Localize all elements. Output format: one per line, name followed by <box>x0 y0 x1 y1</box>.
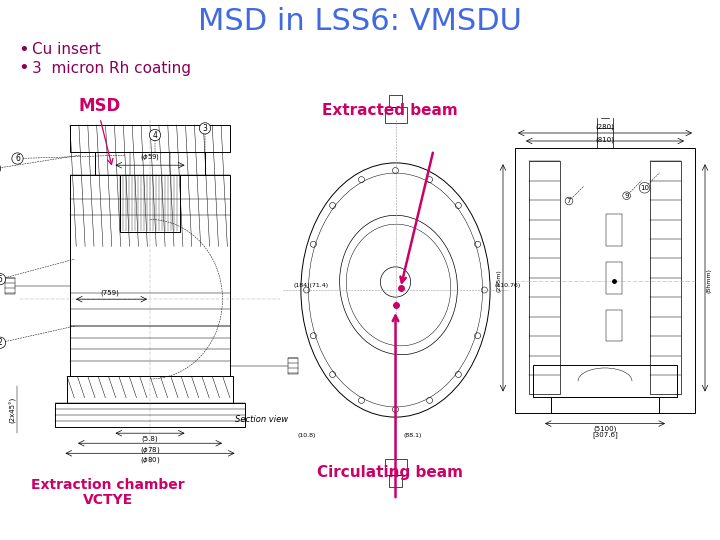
Bar <box>287 358 297 374</box>
Text: [307.6]: [307.6] <box>592 431 618 437</box>
Bar <box>551 397 659 413</box>
Bar <box>606 309 622 341</box>
Text: ($\phi$78): ($\phi$78) <box>140 446 161 455</box>
Text: (759): (759) <box>101 289 120 296</box>
Text: (2x45°): (2x45°) <box>9 396 17 423</box>
Text: (184)(71.4): (184)(71.4) <box>293 283 328 288</box>
Text: •: • <box>18 41 29 59</box>
Text: ($\phi$80): ($\phi$80) <box>140 455 161 465</box>
Text: Extracted beam: Extracted beam <box>322 103 458 118</box>
Bar <box>55 403 245 427</box>
Text: 9: 9 <box>624 193 629 199</box>
Text: 2: 2 <box>0 338 2 347</box>
Bar <box>533 365 677 397</box>
Bar <box>650 161 680 394</box>
Text: 4: 4 <box>153 131 158 139</box>
Bar <box>120 176 180 232</box>
Text: 3  micron Rh coating: 3 micron Rh coating <box>32 60 191 76</box>
Text: (110.76): (110.76) <box>494 283 521 288</box>
Bar <box>606 214 622 246</box>
Bar <box>5 278 15 294</box>
Text: 7: 7 <box>567 198 571 204</box>
Text: MSD: MSD <box>79 97 121 115</box>
Bar <box>515 148 695 413</box>
Bar <box>606 262 622 294</box>
Text: 5: 5 <box>0 275 2 284</box>
Text: VCTYE: VCTYE <box>83 493 133 507</box>
Bar <box>389 95 402 107</box>
Text: 10: 10 <box>640 185 649 191</box>
Text: Extraction chamber: Extraction chamber <box>31 478 185 492</box>
Bar <box>70 176 230 376</box>
Text: (88.1): (88.1) <box>403 433 422 438</box>
Text: ($\phi$59): ($\phi$59) <box>140 152 160 162</box>
Bar <box>70 125 230 152</box>
Bar <box>389 475 402 487</box>
Bar <box>95 152 205 176</box>
Text: Section view: Section view <box>235 415 288 424</box>
Text: (5100): (5100) <box>593 426 617 432</box>
Text: (280): (280) <box>595 124 614 130</box>
Text: 3: 3 <box>202 124 207 133</box>
Text: MSD in LSS6: VMSDU: MSD in LSS6: VMSDU <box>198 8 522 37</box>
Bar <box>67 376 233 403</box>
Bar <box>384 459 407 475</box>
Text: 6: 6 <box>15 154 20 163</box>
Text: Circulating beam: Circulating beam <box>317 465 463 480</box>
Text: •: • <box>18 59 29 77</box>
Text: (10.8): (10.8) <box>298 433 316 438</box>
Bar <box>384 107 407 123</box>
Bar <box>529 161 560 394</box>
Text: (8hmm): (8hmm) <box>707 268 712 293</box>
Text: Cu insert: Cu insert <box>32 43 101 57</box>
Text: (235m): (235m) <box>496 269 501 292</box>
Text: (810): (810) <box>595 137 614 143</box>
Text: (5.8): (5.8) <box>142 435 158 442</box>
